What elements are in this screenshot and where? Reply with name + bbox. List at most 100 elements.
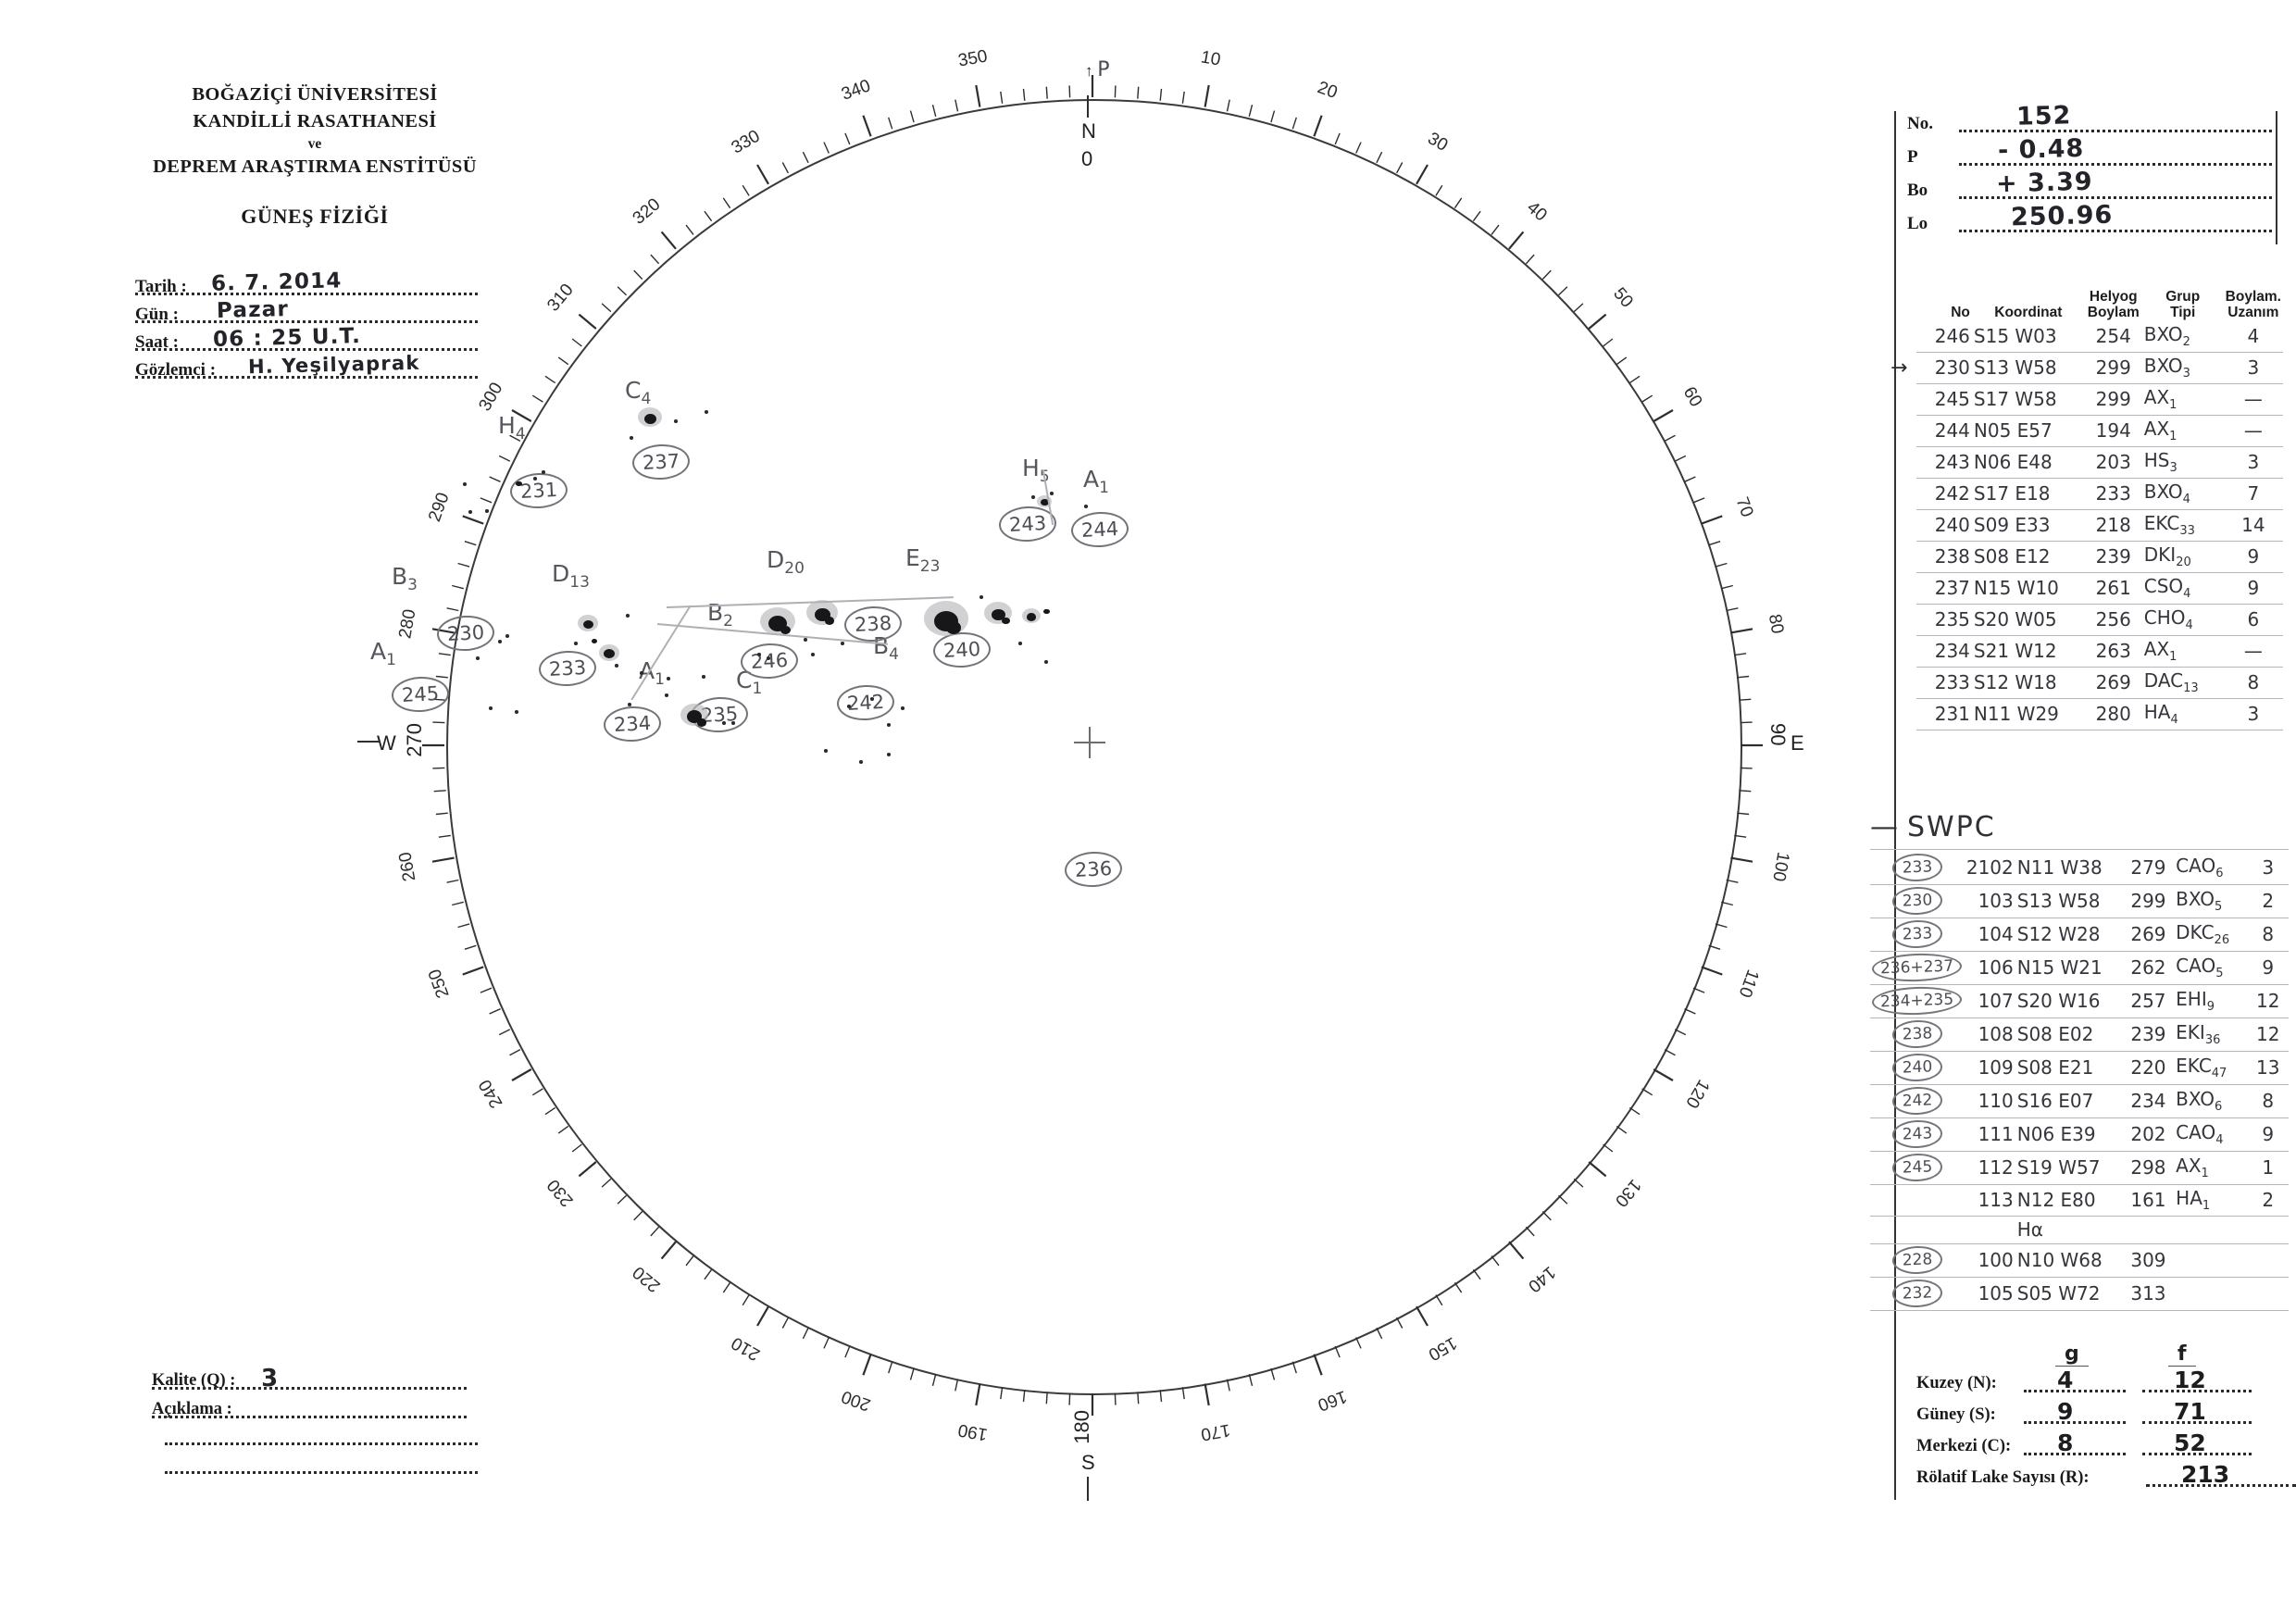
swpc-region-oval[interactable]: 240	[1891, 1053, 1943, 1082]
cell-coordinate: S17 E18	[1971, 478, 2085, 511]
cell-longitude: 269	[2084, 667, 2142, 700]
swpc-table-body: 233 2102 N11 W38 279 CAO6 3 230 103 S13 W58 299 BX…	[1870, 852, 2289, 1311]
cell-coordinate: S12 W18	[1971, 667, 2085, 700]
cell-no: 240	[1916, 509, 1972, 543]
cell-longitude: 233	[2084, 478, 2142, 511]
halpha-row[interactable]: 232 105 S05 W72 313	[1870, 1277, 2289, 1311]
swpc-region-oval[interactable]: 233	[1891, 853, 1943, 882]
observer-value[interactable]: H. Yeşilyaprak	[247, 351, 420, 379]
bo-dotted-line	[1959, 196, 2272, 199]
cell-blank-3	[2122, 1216, 2175, 1244]
sunspot-umbra	[604, 649, 615, 659]
no-value[interactable]: 152	[2015, 101, 2072, 131]
swpc-region-oval[interactable]: 234+235	[1871, 985, 1963, 1017]
table-row[interactable]: 246 S15 W03 254 BXO2 4	[1916, 321, 2283, 354]
th-ext-line1: Boylam.	[2225, 289, 2281, 305]
sunspot-umbra	[780, 625, 791, 634]
cell-swpc-longitude: 202	[2122, 1117, 2175, 1152]
cell-swpc-no: 2102	[1964, 852, 2015, 885]
group-label-D20: D20	[767, 546, 805, 578]
cell-group-type: HA4	[2141, 698, 2224, 731]
table-row[interactable]: 235 S20 W05 256 CHO4 6	[1916, 604, 2283, 637]
swpc-row[interactable]: 243 111 N06 E39 202 CAO4 9	[1870, 1117, 2289, 1152]
cell-swpc-type: EKC47	[2174, 1051, 2248, 1085]
cell-oval: 233	[1870, 852, 1965, 885]
swpc-row[interactable]: 230 103 S13 W58 299 BXO5 2	[1870, 884, 2289, 918]
lo-dotted-line	[1959, 230, 2272, 232]
cell-halpha-no: 105	[1964, 1277, 2015, 1311]
summary-f-value[interactable]: 12	[2174, 1367, 2206, 1393]
summary-f-value[interactable]: 71	[2174, 1398, 2206, 1425]
swpc-region-oval[interactable]: 236+237	[1871, 952, 1963, 983]
summary-row: Merkezi (C): 8 52	[1916, 1429, 2287, 1465]
relative-number-value[interactable]: 213	[2181, 1461, 2230, 1488]
table-row[interactable]: 240 S09 E33 218 EKC33 14	[1916, 509, 2283, 543]
summary-g-value[interactable]: 9	[2057, 1398, 2074, 1425]
table-row[interactable]: 243 N06 E48 203 HS3 3	[1916, 446, 2283, 480]
group-label-D13: D13	[552, 560, 590, 592]
lo-value[interactable]: 250.96	[2010, 200, 2114, 232]
summary-f-value[interactable]: 52	[2174, 1429, 2206, 1456]
table-row[interactable]: → 230 S13 W58 299 BXO3 3	[1890, 352, 2283, 385]
table-row[interactable]: 245 S17 W58 299 AX1—	[1916, 383, 2283, 417]
p-value[interactable]: - 0.48	[1997, 133, 2085, 166]
cell-oval: 242	[1870, 1084, 1965, 1118]
quality-value[interactable]: 3	[260, 1364, 280, 1393]
sunspot-pore	[629, 435, 634, 440]
cell-extent: 7	[2223, 478, 2283, 511]
table-row[interactable]: 233 S12 W18 269 DAC13 8	[1916, 667, 2283, 700]
swpc-row[interactable]: 245 112 S19 W57 298 AX1 1	[1870, 1151, 2289, 1185]
table-row[interactable]: 242 S17 E18 233 BXO4 7	[1916, 478, 2283, 511]
table-row[interactable]: 238 S08 E12 239 DKI20 9	[1916, 541, 2283, 574]
halpha-region-oval[interactable]: 228	[1891, 1245, 1943, 1275]
group-label-A1-left: A1	[370, 638, 396, 669]
cell-group-type: DAC13	[2141, 667, 2224, 700]
cell-swpc-coordinate: S16 E07	[2015, 1084, 2123, 1118]
th-lon-line2: Boylam	[2087, 304, 2140, 320]
swpc-region-oval[interactable]: 245	[1891, 1153, 1943, 1182]
swpc-row[interactable]: 238 108 S08 E02 239 EKI36 12	[1870, 1017, 2289, 1052]
swpc-region-oval[interactable]: 243	[1891, 1119, 1943, 1149]
swpc-region-oval[interactable]: 238	[1891, 1019, 1943, 1049]
swpc-row[interactable]: 233 104 S12 W28 269 DKC26 8	[1870, 918, 2289, 952]
halpha-row[interactable]: 228 100 N10 W68 309	[1870, 1243, 2289, 1278]
time-value[interactable]: 06 : 25 U.T.	[212, 324, 362, 352]
cell-no: 231	[1916, 698, 1972, 731]
cardinal-south-label: S	[1081, 1451, 1095, 1474]
summary-f-dots	[2142, 1390, 2252, 1392]
day-value[interactable]: Pazar	[216, 297, 290, 323]
degree-label-100: 100	[1767, 850, 1792, 883]
table-row[interactable]: 237 N15 W10 261 CSO4 9	[1916, 572, 2283, 606]
summary-g-value[interactable]: 8	[2057, 1429, 2074, 1456]
cell-group-type: AX1	[2141, 383, 2224, 417]
note-dotted-line	[152, 1416, 467, 1418]
swpc-row[interactable]: 242 110 S16 E07 234 BXO6 8	[1870, 1084, 2289, 1118]
bo-value[interactable]: + 3.39	[1995, 167, 2094, 199]
swpc-region-oval[interactable]: 230	[1891, 886, 1943, 916]
cell-group-type: DKI20	[2141, 541, 2224, 574]
swpc-region-oval[interactable]: 242	[1891, 1086, 1943, 1116]
panel-divider	[1894, 111, 1896, 1500]
swpc-row[interactable]: 234+235 107 S20 W16 257 EHI9 12	[1870, 984, 2289, 1018]
cell-extent: 8	[2223, 667, 2283, 700]
halpha-region-oval[interactable]: 232	[1891, 1279, 1943, 1308]
summary-block: g f Kuzey (N): 4 12 Güney (S): 9 71 Merkezi (C…	[1916, 1342, 2296, 1496]
table-row[interactable]: 234 S21 W12 263 AX1—	[1916, 635, 2283, 668]
summary-g-value[interactable]: 4	[2057, 1367, 2074, 1393]
sunspot-pore	[664, 693, 669, 697]
table-row[interactable]: 244 N05 E57 194 AX1—	[1916, 415, 2283, 448]
swpc-row[interactable]: 233 2102 N11 W38 279 CAO6 3	[1870, 852, 2289, 885]
table-row[interactable]: 231 N11 W29 280 HA4 3	[1916, 698, 2283, 731]
relative-dotted-line	[2146, 1484, 2296, 1487]
swpc-row[interactable]: 113 N12 E80 161 HA1 2	[1870, 1184, 2289, 1217]
swpc-region-oval[interactable]: 233	[1891, 919, 1943, 949]
cell-swpc-longitude: 298	[2122, 1151, 2175, 1185]
cell-oval: 230	[1870, 884, 1965, 918]
date-value[interactable]: 6. 7. 2014	[210, 268, 343, 296]
cell-swpc-type: CAO4	[2174, 1117, 2248, 1152]
sunspot-table: No Koordinat Helyog Boylam Grup Tipi Boy…	[1890, 289, 2283, 731]
cell-swpc-no: 106	[1964, 951, 2015, 985]
swpc-row[interactable]: 240 109 S08 E21 220 EKC47 13	[1870, 1051, 2289, 1085]
swpc-row[interactable]: 236+237 106 N15 W21 262 CAO5 9	[1870, 951, 2289, 985]
cell-swpc-no: 111	[1964, 1117, 2015, 1152]
